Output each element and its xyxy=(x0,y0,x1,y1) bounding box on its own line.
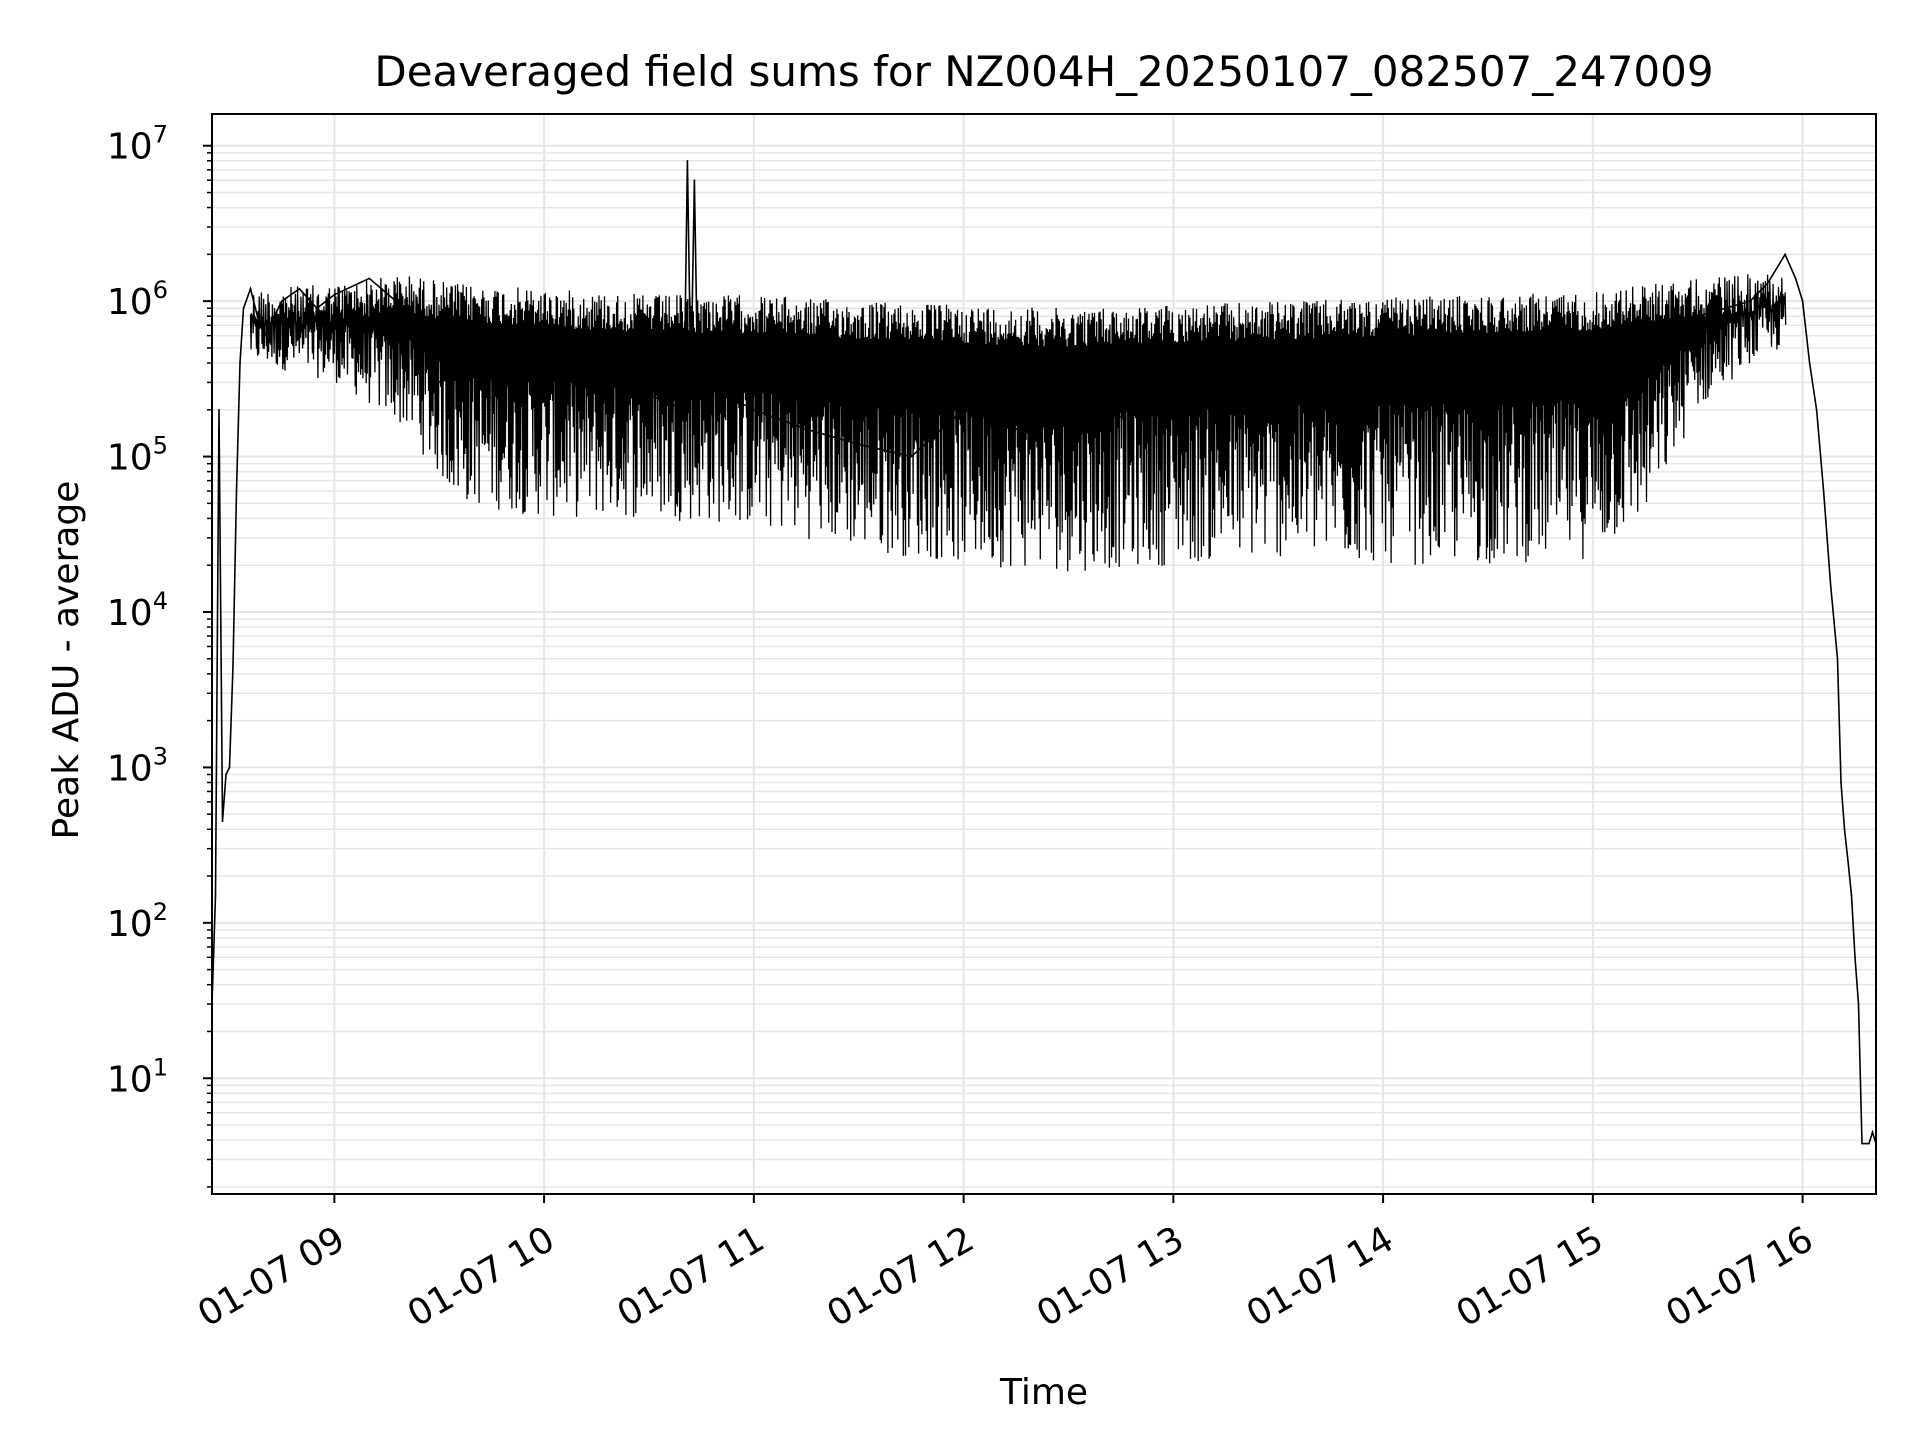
y-axis-label: Peak ADU - average xyxy=(46,481,87,840)
data-point xyxy=(232,665,234,667)
data-point xyxy=(1329,347,1332,349)
y-axis: 101 102 103 104 105 106 107 xyxy=(107,121,212,1188)
data-point xyxy=(700,381,703,384)
data-point xyxy=(218,409,220,411)
data-point xyxy=(1172,362,1175,364)
data-point xyxy=(1850,894,1853,897)
x-tick-label: 01-07 12 xyxy=(820,1219,981,1335)
data-point xyxy=(1857,1003,1860,1005)
x-tick-label: 01-07 15 xyxy=(1450,1219,1611,1335)
x-axis: 01-07 09 01-07 10 01-07 11 01-07 12 01-07 13… xyxy=(191,1194,1820,1335)
data-point xyxy=(1847,860,1849,862)
data-point xyxy=(1120,416,1122,418)
data-point xyxy=(1696,315,1699,318)
data-point xyxy=(1434,340,1437,343)
x-axis-label: Time xyxy=(999,1372,1088,1413)
data-point xyxy=(1829,583,1832,586)
y-tick-label: 106 xyxy=(107,276,168,323)
data-point xyxy=(1749,300,1751,302)
grid xyxy=(212,114,1876,1194)
plot-frame xyxy=(211,113,1877,1195)
data-point xyxy=(686,160,689,162)
data-point xyxy=(1861,1142,1863,1145)
data-point xyxy=(225,773,227,776)
data-point xyxy=(962,409,965,411)
data-point xyxy=(490,362,493,364)
data-point xyxy=(753,409,755,411)
y-tick-label: 102 xyxy=(107,898,168,945)
data-point xyxy=(697,393,699,396)
data-point xyxy=(1644,334,1647,337)
data-point xyxy=(221,820,224,823)
data-point xyxy=(648,393,650,396)
series-band-path xyxy=(249,274,1787,572)
data-point xyxy=(1592,340,1594,343)
data-point xyxy=(1815,409,1818,411)
data-point xyxy=(316,307,318,310)
data-point xyxy=(1868,1142,1870,1145)
data-point xyxy=(333,293,336,296)
x-tick-label: 01-07 10 xyxy=(401,1219,562,1335)
x-tick-label: 01-07 09 xyxy=(191,1219,352,1335)
data-point xyxy=(1487,347,1489,349)
data-point xyxy=(1808,362,1811,364)
x-tick-label: 01-07 16 xyxy=(1659,1219,1820,1335)
series-line-path xyxy=(211,160,1877,1145)
y-tick-label: 107 xyxy=(107,121,168,168)
data-point xyxy=(368,277,371,280)
data-point xyxy=(242,307,245,310)
data-point xyxy=(910,455,912,458)
y-tick-label: 101 xyxy=(107,1053,168,1100)
data-point xyxy=(1871,1131,1874,1133)
data-point xyxy=(1822,490,1825,492)
data-point xyxy=(228,766,231,769)
x-tick-label: 01-07 11 xyxy=(611,1219,772,1335)
y-tick-label: 105 xyxy=(107,432,168,479)
data-point xyxy=(1225,347,1227,349)
data-point xyxy=(214,894,217,897)
series-band xyxy=(249,274,1787,572)
data-point xyxy=(438,381,441,384)
data-point xyxy=(683,409,685,411)
y-tick-label: 104 xyxy=(107,587,168,634)
data-point xyxy=(1539,344,1542,347)
data-point xyxy=(1277,354,1279,356)
data-point xyxy=(1840,781,1842,784)
y-tick-label: 103 xyxy=(107,742,168,789)
data-point xyxy=(857,443,860,446)
data-point xyxy=(1843,828,1846,831)
data-point xyxy=(249,288,252,290)
x-tick-label: 01-07 13 xyxy=(1030,1219,1191,1335)
x-tick-label: 01-07 14 xyxy=(1240,1219,1401,1335)
data-point xyxy=(235,490,238,492)
data-point xyxy=(693,179,696,181)
data-point xyxy=(281,300,283,302)
data-point xyxy=(690,381,692,384)
data-point xyxy=(595,381,598,384)
data-point xyxy=(1067,409,1070,411)
data-point xyxy=(1784,253,1786,256)
data-point xyxy=(256,315,259,318)
data-point xyxy=(1836,658,1839,660)
data-point xyxy=(298,288,301,290)
data-point xyxy=(1382,347,1384,349)
data-point xyxy=(543,371,545,373)
data-point xyxy=(1794,277,1797,280)
data-point xyxy=(1864,1142,1867,1145)
data-point xyxy=(1015,428,1017,431)
series-line xyxy=(211,160,1877,1145)
data-point xyxy=(1854,956,1856,959)
data-point xyxy=(1801,300,1804,302)
data-point xyxy=(1766,282,1769,285)
data-point xyxy=(805,428,808,431)
data-point xyxy=(263,334,266,337)
chart-title: Deaveraged field sums for NZ004H_2025010… xyxy=(374,47,1713,96)
data-point xyxy=(239,362,241,364)
data-point xyxy=(403,307,406,310)
